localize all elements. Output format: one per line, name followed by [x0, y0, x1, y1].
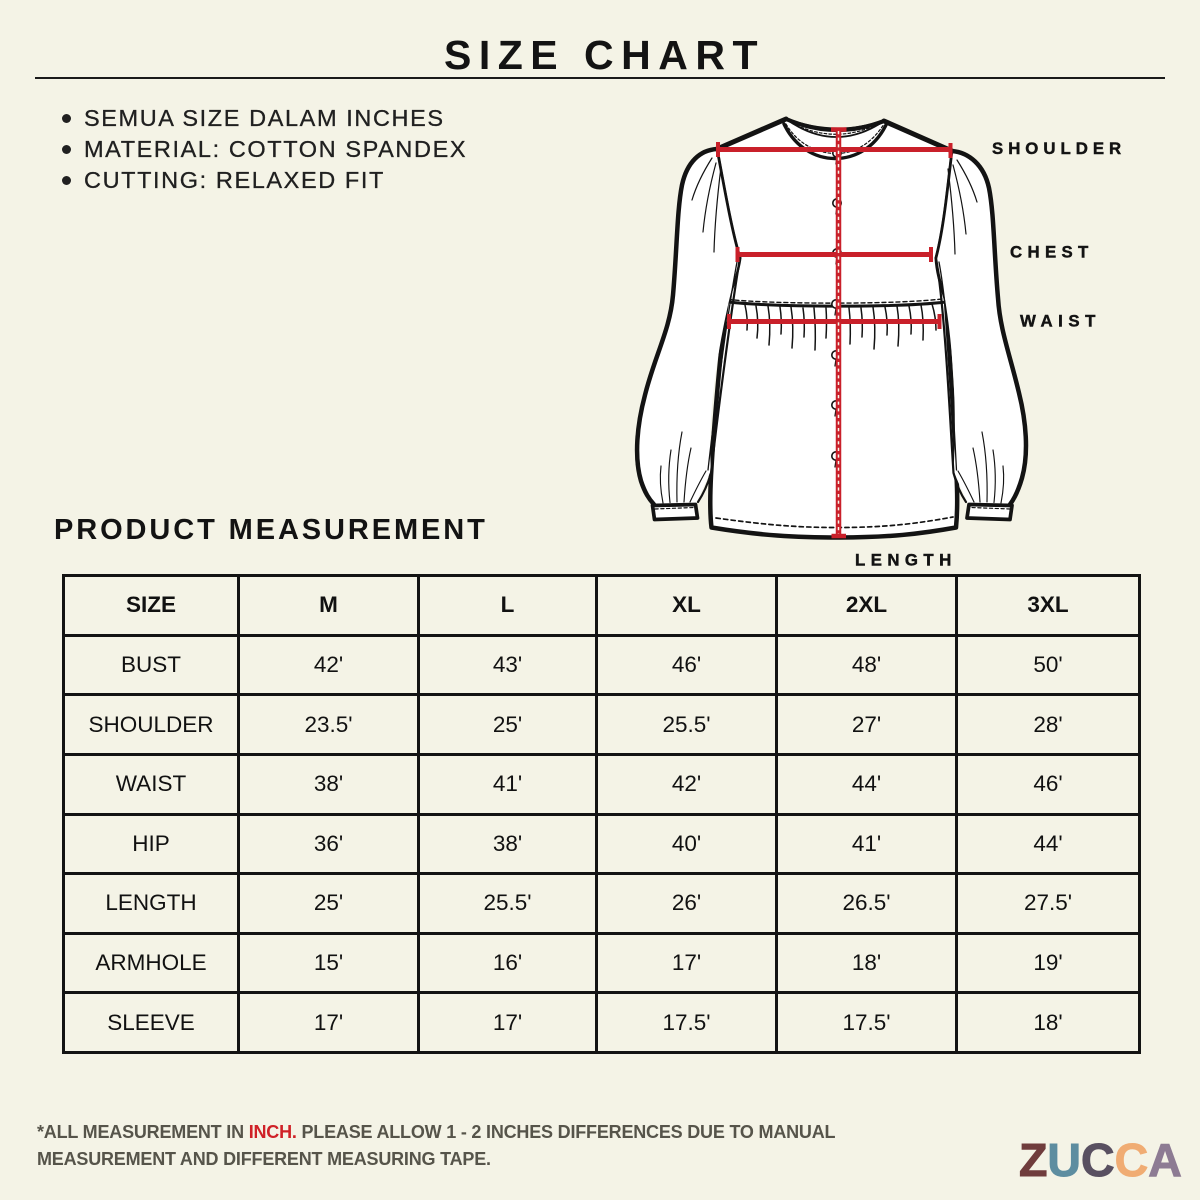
svg-text:SHOULDER: SHOULDER — [992, 139, 1126, 158]
svg-text:CHEST: CHEST — [1010, 243, 1094, 262]
svg-text:LENGTH: LENGTH — [855, 551, 957, 570]
svg-text:WAIST: WAIST — [1020, 312, 1101, 331]
